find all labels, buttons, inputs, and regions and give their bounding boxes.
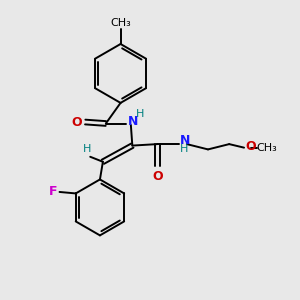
Text: N: N: [180, 134, 190, 147]
Text: CH₃: CH₃: [257, 142, 278, 153]
Text: F: F: [49, 185, 57, 199]
Text: H: H: [180, 144, 188, 154]
Text: H: H: [82, 144, 91, 154]
Text: O: O: [71, 116, 82, 128]
Text: H: H: [136, 109, 144, 119]
Text: CH₃: CH₃: [110, 18, 131, 28]
Text: O: O: [245, 140, 256, 153]
Text: O: O: [152, 170, 163, 183]
Text: N: N: [128, 115, 138, 128]
